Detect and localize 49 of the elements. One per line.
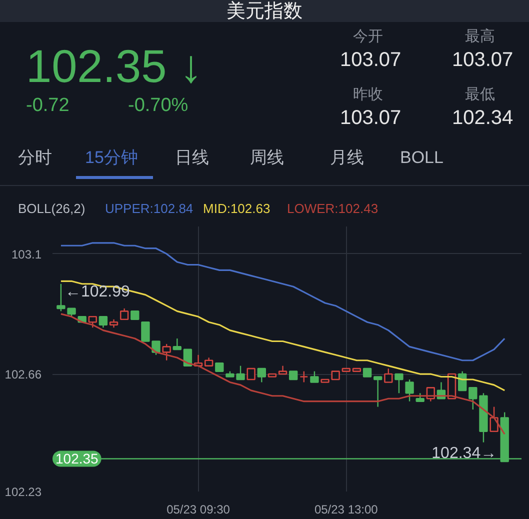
text: 102.34 xyxy=(452,106,514,131)
candlestick xyxy=(310,370,319,383)
candlestick xyxy=(120,308,129,320)
text: 103.07 xyxy=(452,48,514,73)
candlestick xyxy=(257,368,266,383)
text: 日线 xyxy=(175,147,209,169)
text: 15分钟 xyxy=(85,147,138,169)
text: BOLL(26,2) xyxy=(18,200,86,218)
ref-line-label: 102.35 xyxy=(56,450,99,467)
text: 103.07 xyxy=(340,106,402,131)
chart-title: 美元指数 xyxy=(226,0,304,24)
candlestick xyxy=(490,406,498,432)
text: 昨收 xyxy=(353,85,383,105)
candlestick xyxy=(172,338,182,350)
text: 今开 xyxy=(353,27,383,47)
candlestick xyxy=(98,316,108,328)
x-tick-label: 05/23 09:30 xyxy=(166,502,230,516)
text: BOLL xyxy=(400,147,444,169)
candlestick xyxy=(405,378,414,402)
candlestick xyxy=(162,343,171,361)
text: LOWER:102.43 xyxy=(287,200,378,218)
line-series xyxy=(60,242,506,362)
text: -0.70% xyxy=(128,94,188,118)
text: 102.35 ↓ xyxy=(26,40,202,92)
text: 最高 xyxy=(465,27,495,47)
text: 周线 xyxy=(250,147,284,169)
candlestick xyxy=(88,316,97,328)
annotation: 102.34→ xyxy=(432,444,497,462)
candlestick xyxy=(394,373,404,394)
candlestick xyxy=(300,370,308,383)
text: UPPER:102.84 xyxy=(105,200,194,218)
candlestick xyxy=(384,368,393,383)
candlestick xyxy=(373,376,382,408)
line-series xyxy=(60,313,506,435)
text: 月线 xyxy=(330,147,364,169)
y-tick-label: 102.23 xyxy=(4,485,42,499)
candlestick xyxy=(56,283,66,312)
candlestick xyxy=(246,368,256,380)
y-tick-label: 102.66 xyxy=(4,368,42,382)
y-tick-label: 103.1 xyxy=(11,247,42,262)
text: -0.72 xyxy=(26,94,70,118)
text: MID:102.63 xyxy=(203,200,270,218)
x-tick-label: 05/23 13:00 xyxy=(314,502,378,516)
text: 分时 xyxy=(18,147,52,169)
text: 103.07 xyxy=(340,48,402,73)
text: 最低 xyxy=(465,85,495,105)
line-series xyxy=(60,280,506,392)
candlestick xyxy=(183,348,192,366)
annotation: ←102.99 xyxy=(64,283,130,300)
